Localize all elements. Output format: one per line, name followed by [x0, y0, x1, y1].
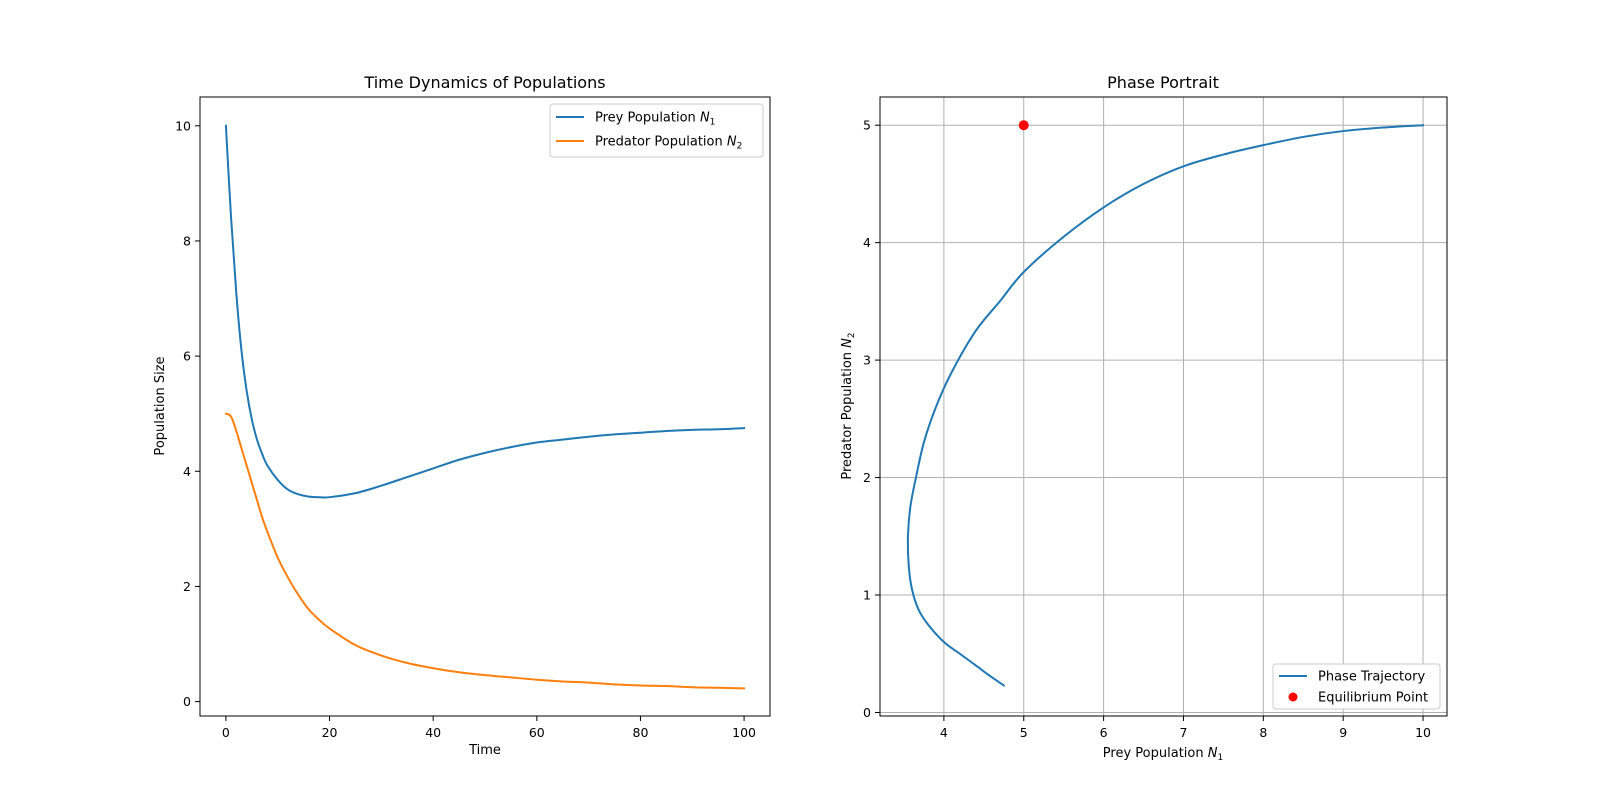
time-x-tick-label-80: 80: [633, 725, 649, 740]
legend-prey-label: Prey Population N1: [595, 111, 715, 128]
time-chart-y-axis-label: Population Size: [153, 356, 168, 455]
phase-x-tick-label-6: 6: [1100, 725, 1108, 740]
phase-x-tick-label-9: 9: [1339, 725, 1347, 740]
legend-prey-label-sub: 1: [710, 118, 716, 128]
phase-chart-y-axis-label: Predator Population N2: [840, 332, 857, 479]
time-y-tick-label-0: 0: [183, 694, 191, 709]
time-x-tick-label-100: 100: [732, 725, 756, 740]
legend-prey-label-base: Prey Population: [595, 111, 700, 126]
time-y-tick-label-10: 10: [175, 118, 191, 133]
time-y-tick-label-6: 6: [183, 349, 191, 364]
time-chart-x-axis-label: Time: [468, 743, 501, 758]
legend-equilibrium-label: Equilibrium Point: [1318, 691, 1428, 706]
series-line-prey-population-n1: [224, 124, 746, 499]
time-x-tick-label-60: 60: [529, 725, 545, 740]
phase-series: [906, 120, 1425, 687]
phase-trajectory-line: [906, 124, 1425, 687]
phase-y-tick-label-5: 5: [863, 118, 871, 133]
phase-x-label-var: N: [1208, 746, 1218, 761]
legend-predator-label-sub: 2: [737, 142, 743, 152]
phase-chart-title: Phase Portrait: [1107, 73, 1219, 92]
phase-x-tick-label-8: 8: [1259, 725, 1267, 740]
phase-chart-axes-frame: [879, 96, 1448, 717]
time-series-lines: [224, 124, 746, 690]
legend-equilibrium-swatch: [1288, 692, 1298, 702]
time-y-tick-label-8: 8: [183, 233, 191, 248]
time-x-tick-label-0: 0: [222, 725, 230, 740]
time-x-tick-label-20: 20: [322, 725, 338, 740]
phase-x-label-base: Prey Population: [1103, 746, 1208, 761]
phase-x-tick-label-5: 5: [1020, 725, 1028, 740]
phase-y-tick-label-0: 0: [863, 705, 871, 720]
time-dynamics-chart: 0 20 40 60 80 100 0 2 4 6 8 10 Time Dynamics of Pop…: [153, 73, 771, 758]
phase-x-tick-label-4: 4: [940, 725, 948, 740]
phase-y-tick-label-4: 4: [863, 235, 871, 250]
legend-trajectory-label: Phase Trajectory: [1318, 670, 1425, 685]
phase-chart-legend-box: [1272, 663, 1441, 710]
time-y-tick-label-2: 2: [183, 579, 191, 594]
legend-prey-label-var: N: [700, 111, 710, 126]
legend-predator-label-base: Predator Population: [595, 135, 727, 150]
time-x-tick-label-40: 40: [425, 725, 441, 740]
time-chart-ticks: 0 20 40 60 80 100 0 2 4 6 8 10: [175, 118, 756, 740]
phase-portrait-chart: 4 5 6 7 8 9 10 0 1 2 3 4 5 Phase Portrait Prey Popul…: [840, 73, 1448, 763]
series-line-predator-population-n2: [224, 412, 746, 690]
phase-chart-legend: Phase Trajectory Equilibrium Point: [1272, 663, 1441, 710]
phase-x-label-sub: 1: [1217, 753, 1223, 763]
phase-y-label-var: N: [840, 338, 855, 348]
equilibrium-point-marker: [1018, 120, 1029, 131]
time-chart-legend: Prey Population N1 Predator Population N…: [549, 103, 764, 158]
phase-y-tick-label-3: 3: [863, 353, 871, 368]
phase-x-tick-label-10: 10: [1415, 725, 1431, 740]
legend-predator-label: Predator Population N2: [595, 135, 742, 152]
phase-chart-x-axis-label: Prey Population N1: [1103, 746, 1223, 763]
phase-y-label-sub: 2: [847, 332, 857, 338]
phase-x-tick-label-7: 7: [1179, 725, 1187, 740]
time-chart-title: Time Dynamics of Populations: [363, 73, 605, 92]
phase-chart-ticks: 4 5 6 7 8 9 10 0 1 2 3 4 5: [863, 118, 1431, 740]
phase-y-label-base: Predator Population: [840, 348, 855, 480]
legend-predator-label-var: N: [727, 135, 737, 150]
time-y-tick-label-4: 4: [183, 464, 191, 479]
time-chart-legend-box: [549, 103, 764, 158]
phase-y-tick-label-2: 2: [863, 470, 871, 485]
phase-y-tick-label-1: 1: [863, 588, 871, 603]
phase-chart-grid: [880, 97, 1447, 716]
time-chart-axes-frame: [199, 96, 771, 717]
